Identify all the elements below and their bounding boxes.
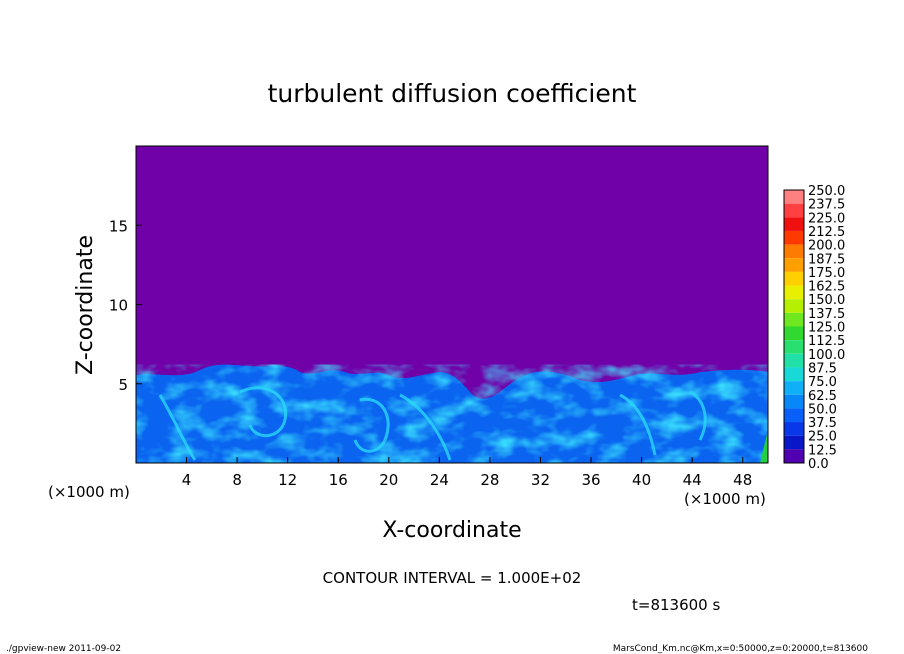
x-tick-label: 24 [430,471,449,489]
x-axis: 4 8 12 16 20 24 28 32 36 40 44 48 [182,457,752,489]
colorbar-level-label: 225.0 [808,211,845,226]
colorbar-swatch [784,422,804,436]
colorbar-level-label: 162.5 [808,280,845,295]
x-tick-label: 8 [232,471,242,489]
colorbar-level-label: 87.5 [808,361,837,376]
boundary-layer-swirls [136,364,768,463]
y-tick-label: 5 [118,376,128,394]
colorbar-swatch [784,190,804,204]
x-tick-label: 40 [632,471,651,489]
colorbar-swatch [784,285,804,300]
colorbar-level-label: 137.5 [808,307,845,322]
x-unit-right: (×1000 m) [684,490,766,508]
colorbar-swatch [784,230,804,245]
footer-source: MarsCond_Km.nc@Km,x=0:50000,z=0:20000,t=… [613,644,868,654]
x-unit-left: (×1000 m) [48,483,130,501]
x-tick-label: 12 [278,471,297,489]
y-axis: 5 10 15 [109,217,142,394]
colorbar-swatch [784,217,804,231]
colorbar-swatch [784,435,804,450]
high-value-patch [760,430,768,463]
colorbar-swatch [784,381,804,395]
colorbar-level-label: 0.0 [808,457,829,472]
eddy-strokes [158,386,707,461]
colorbar-level-label: 150.0 [808,293,845,308]
chart-title: turbulent diffusion coefficient [268,79,637,108]
colorbar-swatch [784,340,804,354]
colorbar-level-label: 75.0 [808,375,837,390]
colorbar-level-label: 187.5 [808,252,845,267]
colorbar-swatch [784,203,804,218]
colorbar-level-label: 237.5 [808,198,845,213]
y-tick-label: 10 [109,297,128,315]
x-tick-label: 32 [531,471,550,489]
colorbar-level-label: 50.0 [808,402,837,417]
time-label: t=813600 s [632,596,720,614]
x-tick-label: 28 [480,471,499,489]
colorbar-swatch [784,299,804,313]
contour-interval-label: CONTOUR INTERVAL = 1.000E+02 [323,569,582,587]
colorbar-swatch [784,244,804,259]
x-tick-label: 20 [379,471,398,489]
x-axis-label: X-coordinate [382,518,521,543]
colorbar-swatch [784,258,804,272]
colorbar-level-label: 200.0 [808,239,845,254]
heatmap-field [136,146,768,463]
colorbar-level-label: 125.0 [808,321,845,336]
colorbar-swatch [784,367,804,382]
colorbar-frame [783,189,805,464]
colorbar-swatch [784,408,804,423]
x-tick-label: 4 [182,471,192,489]
x-tick-label: 36 [581,471,600,489]
colorbar-swatch [784,353,804,368]
x-tick-label: 48 [733,471,752,489]
footer-program: ./gpview-new 2011-09-02 [6,644,121,654]
colorbar-level-label: 25.0 [808,430,837,445]
colorbar-level-label: 250.0 [808,184,845,199]
colorbar: 250.0237.5225.0212.5200.0187.5175.0162.5… [783,184,845,472]
colorbar-level-label: 175.0 [808,266,845,281]
colorbar-level-label: 37.5 [808,416,837,431]
colorbar-swatch [784,326,804,341]
y-tick-label: 15 [109,217,128,235]
colorbar-level-label: 112.5 [808,334,845,349]
colorbar-swatch [784,312,804,327]
colorbar-level-label: 62.5 [808,389,837,404]
x-tick-label: 44 [683,471,702,489]
colorbar-swatch [784,394,804,409]
colorbar-level-label: 12.5 [808,443,837,458]
colorbar-level-label: 100.0 [808,348,845,363]
x-tick-label: 16 [329,471,348,489]
colorbar-swatch [784,271,804,286]
colorbar-swatch [784,449,804,463]
y-axis-label: Z-coordinate [73,235,98,375]
colorbar-level-label: 212.5 [808,225,845,240]
